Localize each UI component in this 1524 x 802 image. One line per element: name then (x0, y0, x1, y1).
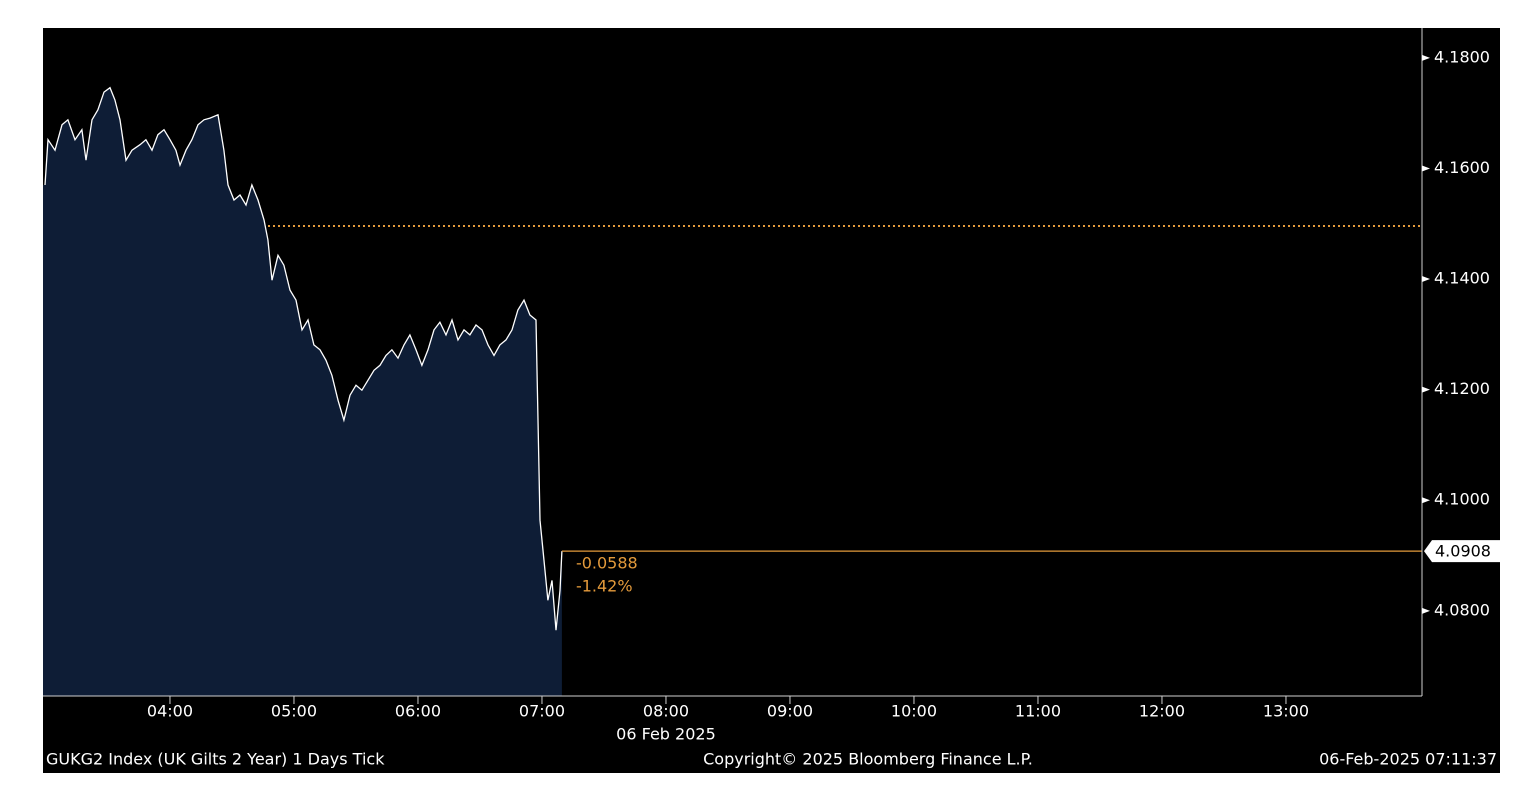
y-tick (1422, 386, 1430, 393)
y-tick (1422, 497, 1430, 504)
x-tick-label: 06:00 (395, 702, 441, 721)
x-tick-label: 08:00 (643, 702, 689, 721)
last-value-box (1424, 540, 1500, 563)
change-annotation: -0.0588 (576, 554, 638, 573)
last-value-label: 4.0908 (1435, 542, 1491, 561)
y-tick (1422, 276, 1430, 283)
x-tick-label: 12:00 (1139, 702, 1185, 721)
y-tick (1422, 165, 1430, 172)
footer-right: 06-Feb-2025 07:11:37 (1319, 750, 1497, 769)
y-tick-label: 4.1000 (1434, 490, 1490, 509)
date-label: 06 Feb 2025 (616, 725, 716, 744)
y-tick-label: 4.1400 (1434, 269, 1490, 288)
x-tick-label: 10:00 (891, 702, 937, 721)
y-tick-label: 4.0800 (1434, 600, 1490, 619)
x-tick-label: 07:00 (519, 702, 565, 721)
x-tick-label: 05:00 (271, 702, 317, 721)
x-tick-label: 04:00 (147, 702, 193, 721)
series-area (43, 87, 562, 696)
y-tick-label: 4.1200 (1434, 379, 1490, 398)
x-tick-label: 13:00 (1263, 702, 1309, 721)
series-line (44, 86, 563, 631)
y-tick (1422, 607, 1430, 614)
y-tick-label: 4.1800 (1434, 47, 1490, 66)
y-tick (1422, 54, 1430, 61)
x-tick-label: 11:00 (1015, 702, 1061, 721)
x-tick-label: 09:00 (767, 702, 813, 721)
footer-left: GUKG2 Index (UK Gilts 2 Year) 1 Days Tic… (46, 750, 385, 769)
y-tick-label: 4.1600 (1434, 158, 1490, 177)
change-annotation: -1.42% (576, 577, 633, 596)
footer-center: Copyright© 2025 Bloomberg Finance L.P. (703, 750, 1033, 769)
